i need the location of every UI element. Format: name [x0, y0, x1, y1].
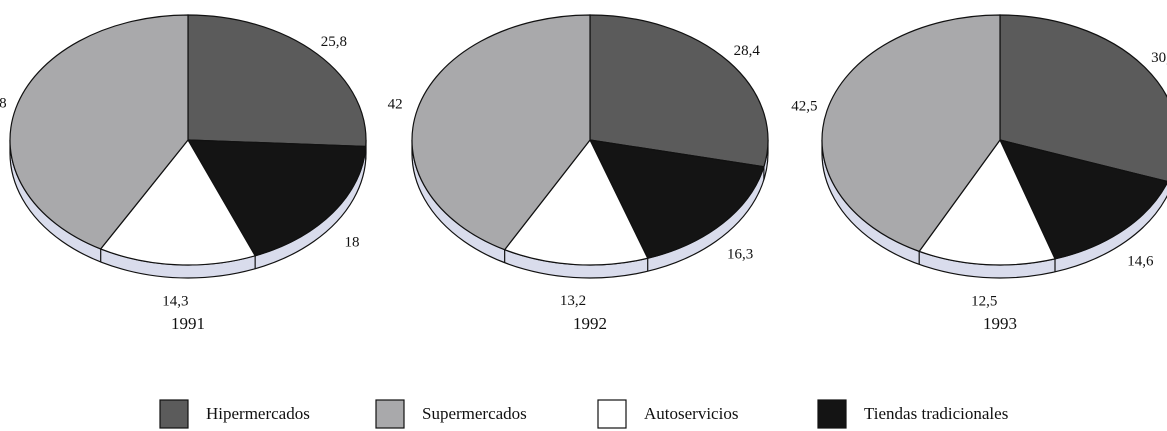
- legend-label: Autoservicios: [644, 404, 738, 423]
- pie-slice: [503, 138, 649, 266]
- pie-slice: [999, 14, 1167, 183]
- data-label: 42: [388, 96, 403, 112]
- legend-swatch: [375, 399, 405, 429]
- pie-slice: [411, 14, 591, 251]
- data-label: 41,8: [0, 96, 7, 112]
- data-label: 28,4: [734, 43, 761, 59]
- chart-title: 1993: [983, 314, 1017, 333]
- data-label: 25,8: [321, 34, 347, 50]
- data-label: 14,3: [162, 293, 188, 309]
- data-label: 14,6: [1127, 254, 1154, 270]
- legend-label: Supermercados: [422, 404, 527, 423]
- data-label: 30,4: [1151, 50, 1167, 66]
- pie-slice: [99, 138, 257, 266]
- legend-label: Hipermercados: [206, 404, 310, 423]
- data-label: 42,5: [791, 98, 817, 114]
- legend-swatch: [159, 399, 189, 429]
- data-label: 18: [344, 234, 359, 250]
- pie-slice: [9, 14, 189, 250]
- legend-swatch: [597, 399, 627, 429]
- pie-slice: [589, 14, 769, 168]
- pie-slice: [187, 14, 367, 148]
- chart-title: 1992: [573, 314, 607, 333]
- pie-slice: [918, 138, 1056, 266]
- data-label: 13,2: [560, 293, 586, 309]
- data-label: 12,5: [971, 293, 997, 309]
- chart-title: 1991: [171, 314, 205, 333]
- legend-label: Tiendas tradicionales: [864, 404, 1008, 423]
- pie-slice: [186, 139, 367, 257]
- data-label: 16,3: [727, 246, 753, 262]
- legend-swatch: [817, 399, 847, 429]
- pie-slice: [821, 14, 1001, 253]
